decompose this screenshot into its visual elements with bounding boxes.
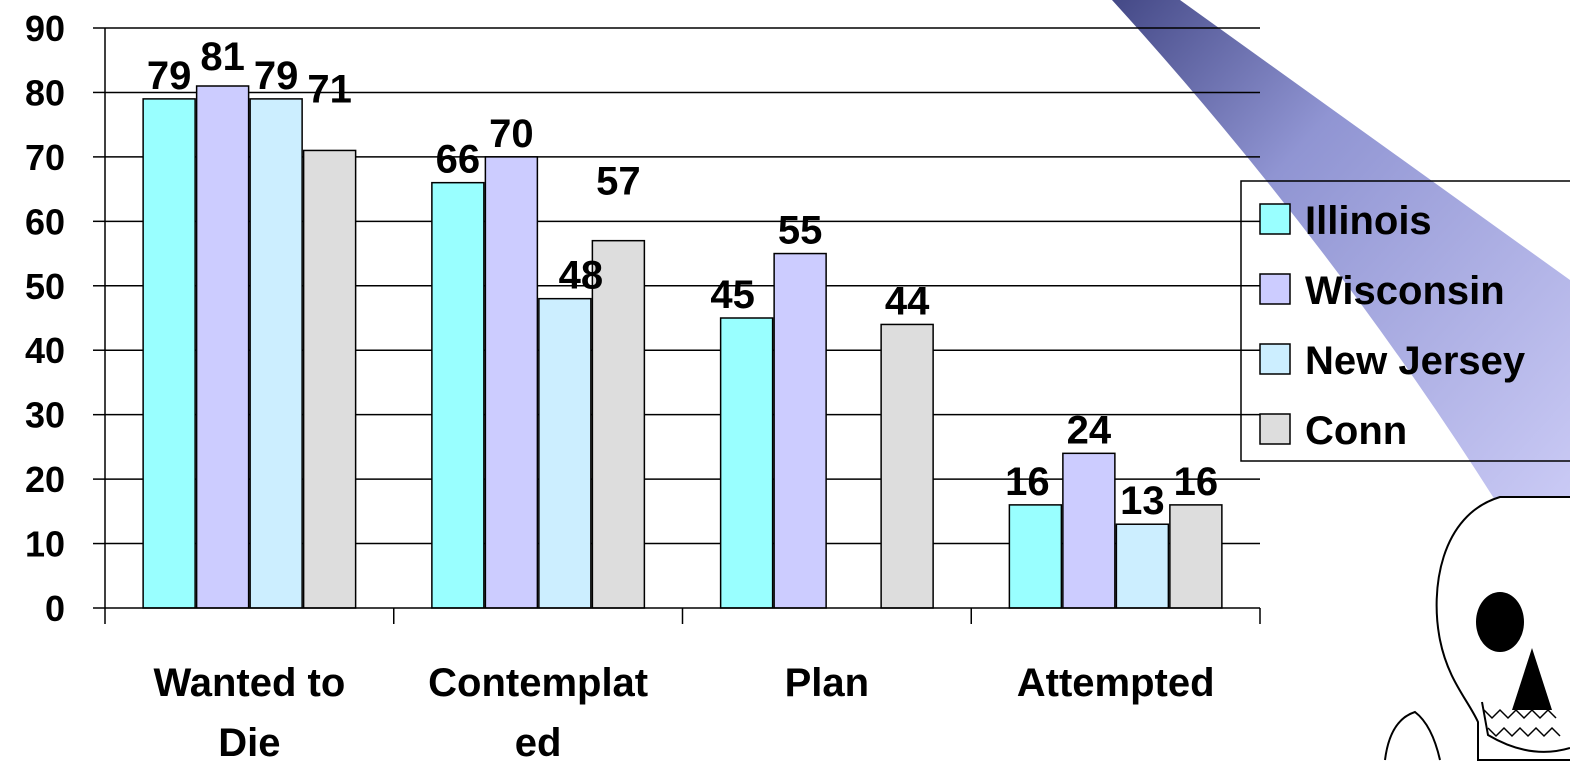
- data-label: 81: [200, 35, 245, 79]
- bar: [721, 318, 773, 608]
- y-tick-label: 10: [25, 524, 65, 565]
- category-label: ed: [515, 721, 562, 763]
- data-label: 45: [710, 273, 755, 317]
- bar: [1063, 453, 1115, 608]
- data-label: 71: [307, 67, 352, 111]
- legend-swatch: [1260, 204, 1290, 234]
- bar: [250, 99, 302, 608]
- data-label: 13: [1120, 479, 1165, 523]
- bars: [143, 86, 1222, 608]
- data-label: 48: [559, 254, 604, 298]
- y-tick-label: 60: [25, 201, 65, 242]
- bar: [774, 254, 826, 608]
- bar: [143, 99, 195, 608]
- bar: [1116, 524, 1168, 608]
- data-label: 55: [778, 209, 823, 253]
- y-tick-label: 30: [25, 395, 65, 436]
- category-label: Contemplat: [428, 661, 648, 705]
- legend-label: Illinois: [1305, 199, 1432, 243]
- bar: [432, 183, 484, 608]
- bar: [485, 157, 537, 608]
- data-label: 16: [1005, 460, 1050, 504]
- y-tick-label: 50: [25, 266, 65, 307]
- y-tick-label: 0: [45, 588, 65, 629]
- skull-icon: [1385, 497, 1570, 760]
- legend-swatch: [1260, 274, 1290, 304]
- y-tick-label: 80: [25, 72, 65, 113]
- category-label: Plan: [785, 661, 869, 705]
- data-label: 16: [1174, 460, 1219, 504]
- category-label: Die: [218, 721, 280, 763]
- y-tick-label: 20: [25, 459, 65, 500]
- y-tick-label: 90: [25, 8, 65, 49]
- y-tick-labels: 0 10 20 30 40 50 60 70 80 90: [25, 8, 65, 629]
- category-labels: Wanted to Die Contemplat ed Plan Attempted: [153, 661, 1214, 763]
- bar: [539, 299, 591, 608]
- bar: [881, 324, 933, 608]
- legend-label: Conn: [1305, 409, 1407, 453]
- bar: [1170, 505, 1222, 608]
- bar: [197, 86, 249, 608]
- data-label: 70: [489, 112, 534, 156]
- data-label: 57: [596, 160, 641, 204]
- category-label: Wanted to: [153, 661, 345, 705]
- legend-label: New Jersey: [1305, 339, 1526, 383]
- data-label: 44: [885, 279, 930, 323]
- data-label: 79: [147, 54, 192, 98]
- data-label: 66: [436, 138, 481, 182]
- data-label: 24: [1067, 408, 1112, 452]
- y-tick-label: 40: [25, 330, 65, 371]
- bar: [304, 150, 356, 608]
- bar: [1009, 505, 1061, 608]
- category-label: Attempted: [1017, 661, 1215, 705]
- data-label: 79: [254, 54, 299, 98]
- legend-swatch: [1260, 414, 1290, 444]
- legend-swatch: [1260, 344, 1290, 374]
- y-tick-label: 70: [25, 137, 65, 178]
- legend-label: Wisconsin: [1305, 269, 1505, 313]
